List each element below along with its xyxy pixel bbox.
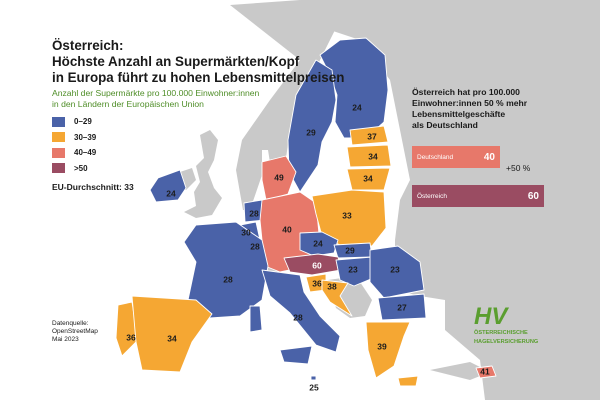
source-line-3: Mai 2023 bbox=[52, 336, 79, 343]
value-label-hu: 23 bbox=[348, 264, 358, 274]
value-label-sk: 29 bbox=[345, 245, 355, 255]
comparison-line-2: Einwohner:innen 50 % mehr bbox=[412, 98, 528, 108]
country-france bbox=[183, 221, 269, 319]
comparison-line-1: Österreich hat pro 100.000 bbox=[412, 87, 520, 97]
germany-bar: Deutschland 40 bbox=[412, 146, 500, 168]
eu-countries bbox=[115, 37, 497, 387]
country-spain bbox=[131, 295, 213, 373]
comparison-line-3: Lebensmittelgeschäfte bbox=[412, 109, 506, 119]
logo-line-1: ÖSTERREICHISCHE bbox=[474, 330, 528, 336]
legend-swatch-purple bbox=[52, 163, 65, 174]
value-label-hr: 38 bbox=[327, 281, 337, 291]
map-title: Österreich: Höchste Anzahl an Supermärkt… bbox=[52, 38, 352, 86]
value-label-nl: 28 bbox=[249, 208, 259, 218]
legend-label: 30–39 bbox=[74, 132, 97, 142]
map-subtitle: Anzahl der Supermärkte pro 100.000 Einwo… bbox=[52, 88, 342, 110]
value-label-at: 60 bbox=[312, 260, 322, 270]
value-label-dk: 49 bbox=[274, 172, 284, 182]
country-ireland bbox=[149, 169, 187, 203]
subtitle-line-1: Anzahl der Supermärkte pro 100.000 Einwo… bbox=[52, 88, 260, 98]
title-line-1: Österreich: bbox=[52, 38, 124, 53]
value-label-ro: 23 bbox=[390, 264, 400, 274]
country-malta bbox=[310, 375, 317, 381]
legend-item: 30–39 bbox=[52, 130, 96, 146]
germany-bar-value: 40 bbox=[483, 151, 495, 163]
austria-bar-label: Österreich bbox=[417, 192, 447, 200]
title-line-3: in Europa führt zu hohen Lebensmittelpre… bbox=[52, 70, 345, 85]
country-value-labels: 24 29 37 34 34 49 24 28 30 28 40 33 24 29 60 23 23 28 36 38… bbox=[126, 102, 490, 392]
value-label-mt: 25 bbox=[309, 382, 319, 392]
country-croatia bbox=[321, 279, 353, 317]
legend-label: 40–49 bbox=[74, 148, 97, 158]
country-estonia bbox=[349, 125, 389, 146]
value-label-lt: 34 bbox=[363, 173, 373, 183]
value-label-fr: 28 bbox=[223, 274, 233, 284]
country-romania bbox=[369, 245, 425, 299]
value-label-de: 40 bbox=[282, 224, 292, 234]
title-line-2: Höchste Anzahl an Supermärkten/Kopf bbox=[52, 54, 300, 69]
source-line-1: Datenquelle: bbox=[52, 320, 89, 327]
austria-bar-value: 60 bbox=[527, 190, 539, 202]
value-label-es: 34 bbox=[167, 333, 177, 343]
country-portugal bbox=[115, 301, 139, 357]
country-greece bbox=[365, 321, 419, 387]
eu-average: EU-Durchschnitt: 33 bbox=[52, 182, 134, 192]
country-czechia bbox=[299, 231, 339, 257]
legend-item: 0–29 bbox=[52, 114, 96, 130]
source-line-2: OpenStreetMap bbox=[52, 328, 98, 335]
logo-mark: HV bbox=[474, 303, 508, 330]
legend-item: >50 bbox=[52, 161, 96, 177]
austria-bar: Österreich 60 bbox=[412, 185, 544, 207]
value-label-cy: 41 bbox=[480, 366, 490, 376]
value-label-lu: 28 bbox=[250, 241, 260, 251]
value-label-cz: 24 bbox=[313, 238, 323, 248]
legend-label: 0–29 bbox=[74, 117, 92, 127]
legend-swatch-salmon bbox=[52, 147, 65, 158]
legend-label: >50 bbox=[74, 163, 88, 173]
value-label-be: 30 bbox=[241, 227, 251, 237]
country-cyprus bbox=[475, 365, 497, 379]
value-label-lv: 34 bbox=[368, 151, 378, 161]
company-logo: HV ÖSTERREICHISCHE HAGELVERSICHERUNG bbox=[474, 303, 556, 346]
legend-item: 40–49 bbox=[52, 145, 96, 161]
country-bulgaria bbox=[377, 293, 427, 321]
difference-label: +50 % bbox=[506, 163, 531, 173]
legend: 0–29 30–39 40–49 >50 bbox=[52, 114, 96, 176]
data-source: Datenquelle: OpenStreetMap Mai 2023 bbox=[52, 320, 98, 344]
country-poland bbox=[311, 189, 387, 247]
legend-swatch-orange bbox=[52, 132, 65, 143]
comparison-text: Österreich hat pro 100.000 Einwohner:inn… bbox=[412, 87, 577, 131]
subtitle-line-2: in den Ländern der Europäischen Union bbox=[52, 99, 204, 109]
value-label-it: 28 bbox=[293, 312, 303, 322]
value-label-se: 29 bbox=[306, 127, 316, 137]
country-denmark bbox=[261, 155, 297, 201]
value-label-ee: 37 bbox=[367, 131, 377, 141]
country-italy bbox=[249, 269, 341, 365]
country-lithuania bbox=[346, 167, 391, 191]
value-label-fi: 24 bbox=[352, 102, 362, 112]
legend-swatch-blue bbox=[52, 116, 65, 127]
value-label-ie: 24 bbox=[166, 188, 176, 198]
value-label-pt: 36 bbox=[126, 332, 136, 342]
country-latvia bbox=[346, 144, 392, 168]
logo-line-2: HAGELVERSICHERUNG bbox=[474, 339, 539, 345]
value-label-si: 36 bbox=[312, 278, 322, 288]
country-hungary bbox=[335, 256, 379, 287]
value-label-bg: 27 bbox=[397, 302, 407, 312]
germany-bar-label: Deutschland bbox=[417, 153, 454, 161]
comparison-line-4: als Deutschland bbox=[412, 120, 478, 130]
value-label-gr: 39 bbox=[377, 341, 387, 351]
value-label-pl: 33 bbox=[342, 210, 352, 220]
